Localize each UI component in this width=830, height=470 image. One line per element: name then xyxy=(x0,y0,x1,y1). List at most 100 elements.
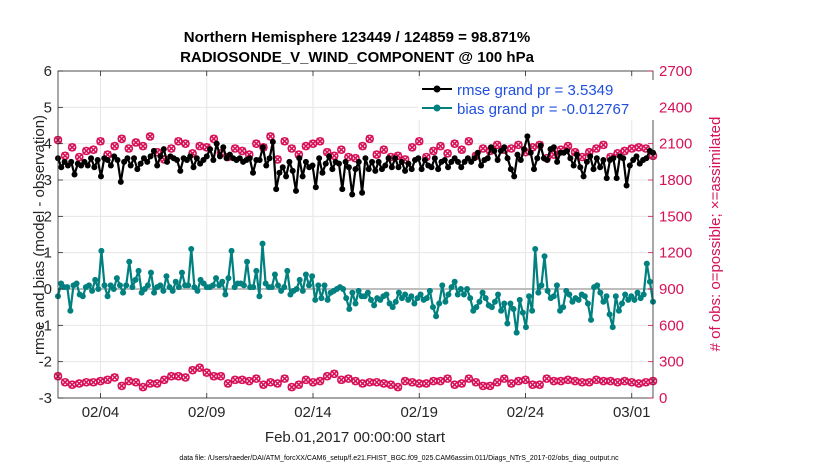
obs-assimilated-cross xyxy=(167,144,176,153)
obs-assimilated-cross xyxy=(500,374,509,383)
obs-possible-marker xyxy=(365,134,374,144)
bias-point xyxy=(151,289,158,296)
bias-point xyxy=(188,246,195,253)
bias-point xyxy=(324,296,331,303)
obs-assimilated-cross xyxy=(125,144,133,153)
obs-possible-marker xyxy=(429,146,438,156)
obs-assimilated-cross xyxy=(627,144,636,153)
rmse-point xyxy=(504,155,511,162)
rmse-point xyxy=(187,153,194,160)
rmse-point xyxy=(246,155,253,162)
obs-assimilated-cross xyxy=(436,142,445,150)
obs-assimilated-marker xyxy=(542,374,552,383)
obs-assimilated-cross xyxy=(365,378,374,387)
bias-point xyxy=(240,282,247,289)
obs-assimilated-cross xyxy=(372,378,381,387)
rmse-point xyxy=(613,175,620,182)
rmse-point xyxy=(445,164,452,171)
obs-assimilated-cross xyxy=(280,374,289,383)
bias-point xyxy=(538,282,545,289)
bias-point xyxy=(476,298,483,305)
rmse-series-layer xyxy=(55,133,656,198)
rmse-point xyxy=(564,147,571,154)
bias-point xyxy=(213,275,220,282)
rmse-point xyxy=(216,153,223,160)
obs-assimilated-cross xyxy=(139,383,147,391)
obs-assimilated-cross xyxy=(287,383,296,391)
obs-assimilated-cross xyxy=(351,377,360,385)
obs-assimilated-cross xyxy=(117,135,126,143)
obs-possible-marker xyxy=(252,139,261,148)
obs-assimilated-cross xyxy=(450,380,459,389)
obs-assimilated-cross xyxy=(557,377,565,385)
obs-possible-marker xyxy=(209,134,219,144)
y-tick-label: -2 xyxy=(39,354,52,371)
legend-rmse-label: rmse grand pr = 3.5349 xyxy=(457,82,613,99)
bias-point xyxy=(529,307,536,314)
obs-assimilated-cross xyxy=(408,378,416,387)
obs-assimilated-marker xyxy=(244,376,254,386)
obs-count-layer xyxy=(53,132,658,392)
obs-assimilated-marker xyxy=(521,375,530,385)
rmse-point xyxy=(250,169,257,176)
obs-possible-marker xyxy=(599,140,608,150)
rmse-point xyxy=(71,171,78,178)
bias-point xyxy=(473,304,480,311)
bias-point xyxy=(600,298,607,305)
rmse-point xyxy=(296,155,303,162)
bias-point xyxy=(426,287,433,294)
obs-possible-marker xyxy=(372,150,382,159)
bias-point xyxy=(510,305,517,312)
obs-possible-marker xyxy=(351,153,360,163)
y-tick-label: 0 xyxy=(44,281,52,298)
obs-assimilated-cross xyxy=(457,145,466,154)
obs-assimilated-cross xyxy=(429,147,438,155)
obs-possible-marker xyxy=(478,144,488,153)
bias-point xyxy=(491,298,498,305)
bias-point xyxy=(467,295,474,302)
bias-point xyxy=(606,311,613,318)
bias-point xyxy=(597,289,604,296)
bias-point xyxy=(594,282,601,289)
bias-point xyxy=(250,284,257,291)
obs-assimilated-marker xyxy=(60,377,70,387)
rmse-point xyxy=(590,166,597,173)
y2-tick-label: 900 xyxy=(659,281,684,298)
obs-assimilated-cross xyxy=(627,378,636,387)
obs-assimilated-cross xyxy=(146,379,154,388)
obs-assimilated-marker xyxy=(252,374,261,383)
rmse-point xyxy=(643,155,650,162)
rmse-point xyxy=(369,158,376,165)
y-tick-label: 4 xyxy=(44,136,52,153)
bias-point xyxy=(544,287,551,294)
y-tick-label: 3 xyxy=(44,172,52,189)
bias-point xyxy=(343,295,350,302)
obs-possible-marker xyxy=(358,141,367,151)
y-tick-label: 1 xyxy=(44,245,52,262)
obs-assimilated-cross xyxy=(571,148,579,156)
obs-possible-marker xyxy=(492,140,502,150)
obs-assimilated-cross xyxy=(514,141,523,149)
bias-point xyxy=(448,284,455,291)
obs-assimilated-cross xyxy=(75,153,84,161)
obs-assimilated-cross xyxy=(210,372,218,380)
obs-assimilated-marker xyxy=(273,379,282,388)
bias-point xyxy=(302,271,309,278)
obs-assimilated-cross xyxy=(153,379,161,388)
obs-assimilated-marker xyxy=(152,379,162,388)
obs-assimilated-cross xyxy=(450,139,459,148)
obs-possible-marker xyxy=(464,136,474,146)
obs-assimilated-cross xyxy=(195,142,204,150)
x-tick-label: 02/24 xyxy=(507,404,545,421)
bias-point xyxy=(501,300,508,307)
rmse-point xyxy=(587,153,594,160)
bias-point xyxy=(194,287,201,294)
bias-point xyxy=(482,295,489,302)
obs-assimilated-cross xyxy=(443,374,452,383)
rmse-point xyxy=(359,189,366,196)
rmse-point xyxy=(207,146,214,153)
obs-assimilated-cross xyxy=(75,379,84,388)
rmse-point xyxy=(435,166,442,173)
obs-assimilated-cross xyxy=(528,380,537,389)
obs-possible-marker xyxy=(507,144,516,153)
